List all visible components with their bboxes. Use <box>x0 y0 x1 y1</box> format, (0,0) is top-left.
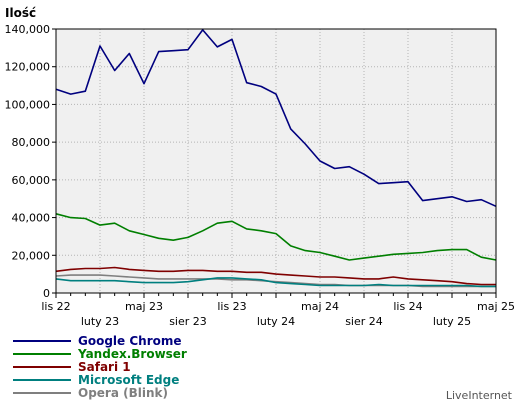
series-line-opera-blink <box>55 274 496 288</box>
series-line-microsoft-edge <box>55 277 496 288</box>
y-tick-label: 0 <box>43 287 50 300</box>
legend-entry: Microsoft Edge <box>78 373 179 387</box>
series-line-google-chrome <box>55 29 497 208</box>
legend-entry: Yandex.Browser <box>77 347 187 361</box>
x-tick-label: lis 24 <box>393 300 422 313</box>
x-tick-label: sier 24 <box>345 315 383 328</box>
y-tick-label: 20,000 <box>12 249 51 262</box>
x-tick-label: maj 24 <box>301 300 339 313</box>
x-tick-label: sier 23 <box>169 315 207 328</box>
x-tick-label: lis 23 <box>217 300 246 313</box>
series-line-safari-1 <box>55 266 496 286</box>
series-line-yandex-browser <box>55 213 497 261</box>
legend-entry: Google Chrome <box>78 334 182 348</box>
y-tick-label: 140,000 <box>5 23 51 36</box>
x-tick-label: luty 24 <box>257 315 295 328</box>
plot-border <box>55 28 497 294</box>
x-tick-label: luty 23 <box>81 315 119 328</box>
x-tick-label: lis 22 <box>41 300 70 313</box>
y-tick-label: 100,000 <box>5 98 51 111</box>
y-tick-label: 60,000 <box>12 174 51 187</box>
x-tick-label: maj 23 <box>125 300 163 313</box>
credit-label: LiveInternet <box>446 389 513 402</box>
y-tick-label: 80,000 <box>12 136 51 149</box>
legend-entry: Opera (Blink) <box>78 386 168 400</box>
x-tick-label: luty 25 <box>433 315 471 328</box>
y-tick-label: 120,000 <box>5 61 51 74</box>
x-tick-label: maj 25 <box>477 300 515 313</box>
legend-entry: Safari 1 <box>78 360 131 374</box>
y-axis-label: Ilość <box>5 6 36 20</box>
y-tick-label: 40,000 <box>12 212 51 225</box>
